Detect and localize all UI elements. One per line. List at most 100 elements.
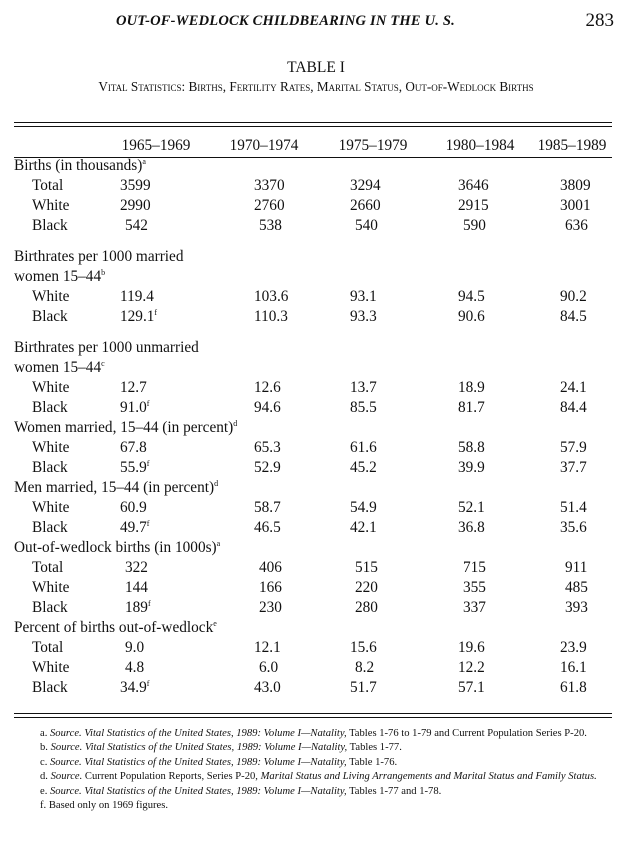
bottom-rule-second — [14, 716, 612, 718]
table-cell: 2990 — [102, 196, 210, 216]
cell-value: 84.4 — [560, 399, 587, 416]
footnote-source-label: Source. — [50, 728, 85, 739]
footnote-text: Based only on 1969 figures. — [48, 800, 168, 812]
footnote-mark: b. — [40, 742, 51, 754]
footnote-title: Marital Status and Living Arrangements a… — [260, 771, 597, 783]
table-cell: 9.0 — [102, 638, 210, 658]
table-body: Births (in thousands)a Total 3599 3370 3294 3… — [14, 156, 612, 698]
group-label: women 15–44c — [14, 358, 612, 378]
footnote-marker: b — [101, 268, 106, 277]
table-row: Black 189f 230 280 337 393 — [14, 598, 612, 618]
table-cell: 51.4 — [532, 498, 612, 518]
footnote-marker: d — [214, 479, 219, 488]
table-cell: 55.9f — [102, 458, 210, 478]
footnote-marker: f — [154, 308, 158, 317]
table-cell: 90.6 — [428, 307, 532, 327]
table-cell: 81.7 — [428, 398, 532, 418]
row-label: Black — [32, 459, 68, 476]
footnote: e. Source. Vital Statistics of the Unite… — [14, 785, 612, 799]
cell-value: 52.1 — [458, 499, 485, 516]
footnote-source-label: Source. — [50, 742, 85, 754]
cell-value: 15.6 — [350, 639, 377, 656]
row-label: Black — [32, 308, 68, 325]
cell-value: 166 — [259, 579, 282, 596]
cell-value: 51.7 — [350, 679, 377, 696]
group-label-row: Out-of-wedlock births (in 1000s)a — [14, 538, 612, 558]
footnote-text: Table 1-76. — [346, 756, 398, 768]
footnote-source-label: Source. — [50, 756, 85, 768]
group-label-row: Percent of births out-of-wedlocke — [14, 618, 612, 638]
footnote: b. Source. Vital Statistics of the Unite… — [14, 741, 612, 755]
table-cell: 67.8 — [102, 438, 210, 458]
cell-value: 46.5 — [254, 519, 281, 536]
group-label: women 15–44b — [14, 267, 612, 287]
top-rule-second — [14, 125, 612, 127]
cell-value: 12.2 — [458, 659, 485, 676]
table-cell: 24.1 — [532, 378, 612, 398]
spacer-cell — [14, 236, 612, 247]
table-cell: 23.9 — [532, 638, 612, 658]
table-cell: 6.0 — [210, 658, 318, 678]
cell-value: 23.9 — [560, 639, 587, 656]
top-rule — [14, 122, 612, 124]
table-row: White 67.8 65.3 61.6 58.8 57.9 — [14, 438, 612, 458]
cell-value: 2760 — [254, 197, 285, 214]
row-label: Black — [32, 399, 68, 416]
group-label-text: women 15–44 — [14, 359, 102, 376]
group-label-text: Women married, 15–44 (in percent) — [14, 419, 234, 436]
cell-value: 81.7 — [458, 399, 485, 416]
table-cell: 2660 — [318, 196, 428, 216]
footnote-marker: d — [233, 419, 238, 428]
table-cell: 49.7f — [102, 518, 210, 538]
row-label: Black — [32, 599, 68, 616]
footnote-marker: e — [213, 619, 217, 628]
cell-value: 12.7 — [120, 379, 147, 396]
running-head: OUT-OF-WEDLOCK CHILDBEARING IN THE U. S. — [116, 13, 456, 29]
table-caption: TABLE I Vital Statistics: Births, Fertil… — [0, 59, 632, 95]
vital-statistics-table: 1965–1969 1970–1974 1975–1979 1980–1984 … — [14, 130, 612, 698]
cell-value: 230 — [259, 599, 282, 616]
cell-value: 3809 — [560, 177, 591, 194]
footnote-text: Current Population Reports, Series P-20, — [84, 771, 261, 783]
table-cell: 322 — [102, 558, 210, 578]
cell-value: 61.8 — [560, 679, 587, 696]
footnote-mark: d. — [40, 771, 51, 783]
table-cell: 166 — [210, 578, 318, 598]
group-label: Men married, 15–44 (in percent)d — [14, 478, 612, 498]
table-row: Black 55.9f 52.9 45.2 39.9 37.7 — [14, 458, 612, 478]
table-cell: 590 — [428, 216, 532, 236]
group-label: Birthrates per 1000 married — [14, 247, 612, 267]
table-cell: 65.3 — [210, 438, 318, 458]
row-label: White — [32, 659, 70, 676]
table-cell: 911 — [532, 558, 612, 578]
table-cell: 45.2 — [318, 458, 428, 478]
table-row: Black 49.7f 46.5 42.1 36.8 35.6 — [14, 518, 612, 538]
footnote: a. Source. Vital Statistics of the Unite… — [14, 727, 612, 741]
cell-value: 542 — [125, 217, 148, 234]
cell-value: 144 — [125, 579, 148, 596]
table-row: Total 9.0 12.1 15.6 19.6 23.9 — [14, 638, 612, 658]
table-cell: 93.1 — [318, 287, 428, 307]
column-header-row: 1965–1969 1970–1974 1975–1979 1980–1984 … — [14, 130, 612, 156]
cell-value: 24.1 — [560, 379, 587, 396]
cell-value: 60.9 — [120, 499, 147, 516]
group-label: Women married, 15–44 (in percent)d — [14, 418, 612, 438]
table-cell: 61.8 — [532, 678, 612, 698]
table-row: White 60.9 58.7 54.9 52.1 51.4 — [14, 498, 612, 518]
footnote-mark: f. — [40, 800, 49, 812]
group-label: Birthrates per 1000 unmarried — [14, 338, 612, 358]
cell-value: 35.6 — [560, 519, 587, 536]
cell-value: 3646 — [458, 177, 489, 194]
cell-value: 2660 — [350, 197, 381, 214]
table-cell: 355 — [428, 578, 532, 598]
page-header: OUT-OF-WEDLOCK CHILDBEARING IN THE U. S.… — [0, 10, 632, 34]
table-cell: 715 — [428, 558, 532, 578]
footnote-text: Tables 1-76 to 1-79 and Current Populati… — [346, 728, 587, 739]
footnote-title: Vital Statistics of the United States, 1… — [84, 756, 347, 768]
cell-value: 36.8 — [458, 519, 485, 536]
table-cell: 58.7 — [210, 498, 318, 518]
cell-value: 337 — [463, 599, 486, 616]
table-cell: 540 — [318, 216, 428, 236]
table-cell: 542 — [102, 216, 210, 236]
table-cell: 406 — [210, 558, 318, 578]
